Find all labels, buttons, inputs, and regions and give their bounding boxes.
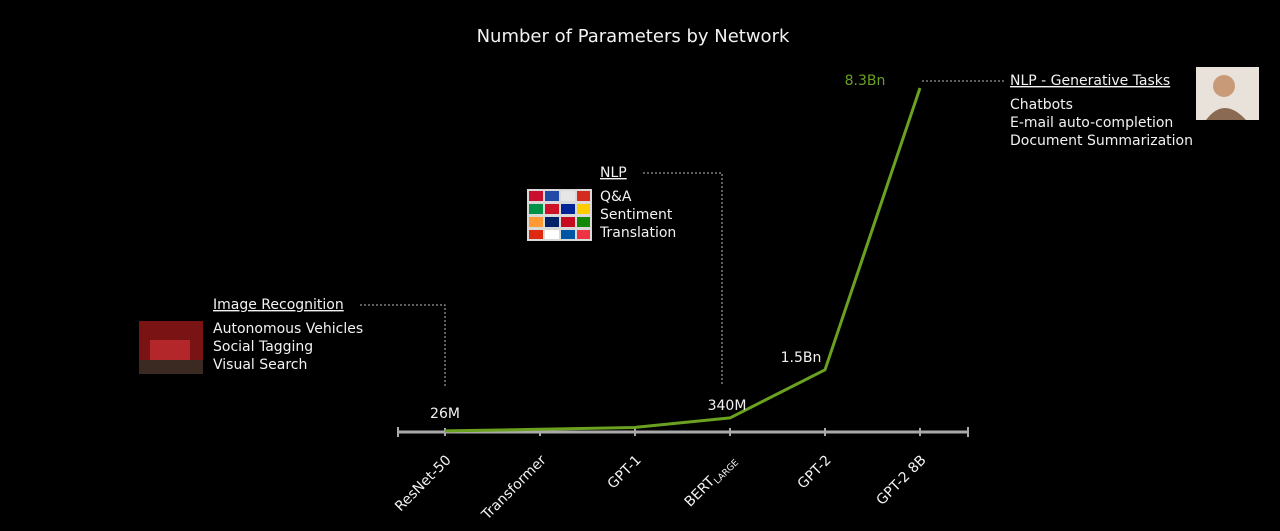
annotation-item: Sentiment [600,207,673,223]
leader-line [360,304,446,388]
annotation-item: Chatbots [1010,97,1073,113]
annotation-item: Autonomous Vehicles [213,321,363,337]
flags-image [527,189,592,241]
annotation-item: Q&A [600,189,632,205]
person-photo [1196,67,1259,120]
line-series [444,87,922,433]
image-recognition-photo [139,321,203,374]
annotation-item: Social Tagging [213,339,313,355]
value-label: 8.3Bn [845,73,886,89]
annotation-title: Image Recognition [213,297,344,313]
annotation-title: NLP [600,165,627,181]
annotation-item: E-mail auto-completion [1010,115,1173,131]
annotation-title: NLP - Generative Tasks [1010,73,1170,89]
annotation-item: Document Summarization [1010,133,1193,149]
value-label: 26M [430,406,460,422]
chart-title: Number of Parameters by Network [477,26,790,47]
leader-line [643,172,723,385]
value-label: 1.5Bn [781,350,822,366]
value-label: 340M [708,398,747,414]
annotation-item: Translation [599,225,676,241]
annotation-item: Visual Search [213,357,307,373]
